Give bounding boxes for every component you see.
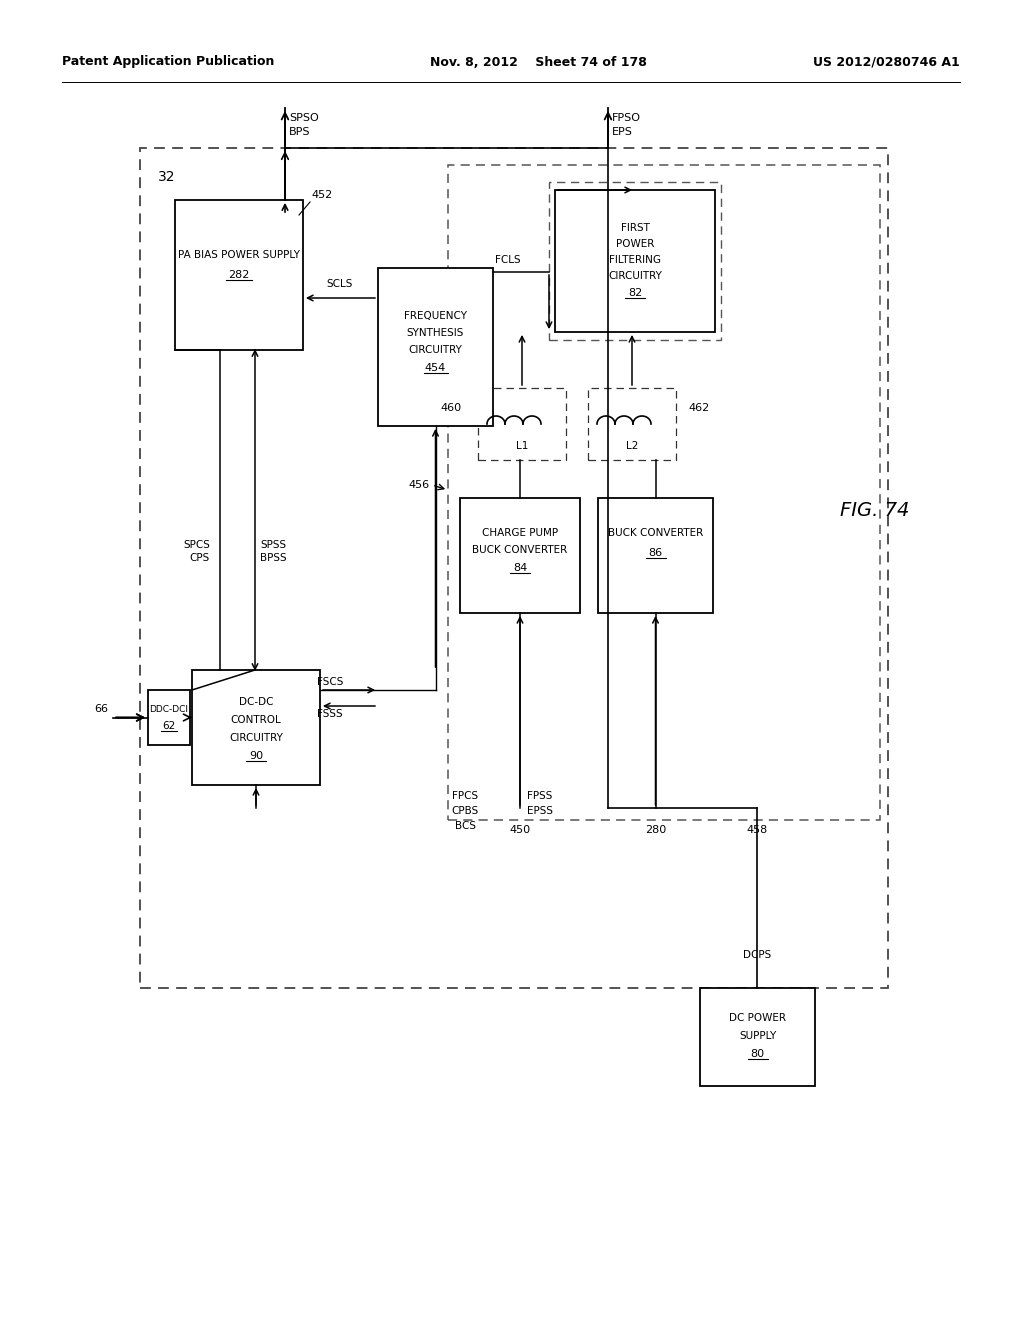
- Text: CONTROL: CONTROL: [230, 715, 282, 725]
- Text: 460: 460: [441, 403, 462, 413]
- Text: 32: 32: [158, 170, 175, 183]
- Text: 280: 280: [645, 825, 667, 836]
- Text: BPS: BPS: [289, 127, 310, 137]
- Bar: [460, 498, 580, 612]
- Text: SPCS: SPCS: [183, 540, 210, 550]
- Text: BUCK CONVERTER: BUCK CONVERTER: [472, 545, 567, 554]
- Text: FILTERING: FILTERING: [609, 255, 662, 265]
- Text: FPSS: FPSS: [527, 791, 553, 801]
- Bar: [140, 148, 888, 987]
- Text: CIRCUITRY: CIRCUITRY: [409, 345, 463, 355]
- Bar: [588, 388, 676, 459]
- Text: FPCS: FPCS: [452, 791, 478, 801]
- Text: SPSO: SPSO: [289, 114, 318, 123]
- Text: 82: 82: [628, 288, 642, 298]
- Bar: [555, 190, 715, 333]
- Text: CIRCUITRY: CIRCUITRY: [608, 271, 662, 281]
- Text: SUPPLY: SUPPLY: [739, 1031, 776, 1041]
- Text: FIRST: FIRST: [621, 223, 649, 234]
- Text: PA BIAS POWER SUPPLY: PA BIAS POWER SUPPLY: [178, 249, 300, 260]
- Bar: [449, 165, 880, 820]
- Text: FREQUENCY: FREQUENCY: [404, 312, 467, 321]
- Text: EPSS: EPSS: [527, 807, 553, 816]
- Text: 450: 450: [509, 825, 530, 836]
- Bar: [175, 201, 303, 350]
- Text: EPS: EPS: [612, 127, 633, 137]
- Bar: [598, 498, 713, 612]
- Text: 62: 62: [163, 721, 176, 731]
- Text: DCPS: DCPS: [742, 950, 771, 960]
- Text: CPBS: CPBS: [452, 807, 478, 816]
- Text: Nov. 8, 2012    Sheet 74 of 178: Nov. 8, 2012 Sheet 74 of 178: [430, 55, 647, 69]
- Bar: [549, 182, 721, 341]
- Text: FPSO: FPSO: [612, 114, 641, 123]
- Text: BPSS: BPSS: [260, 553, 287, 564]
- Text: SCLS: SCLS: [327, 279, 353, 289]
- Bar: [148, 690, 190, 744]
- Text: 66: 66: [94, 705, 108, 714]
- Text: SPSS: SPSS: [260, 540, 286, 550]
- Text: FSSS: FSSS: [317, 709, 343, 719]
- Text: POWER: POWER: [615, 239, 654, 249]
- Text: CPS: CPS: [189, 553, 210, 564]
- Text: 462: 462: [688, 403, 710, 413]
- Text: BUCK CONVERTER: BUCK CONVERTER: [608, 528, 703, 539]
- Text: 458: 458: [746, 825, 768, 836]
- Text: FSCS: FSCS: [316, 677, 343, 686]
- Text: L1: L1: [516, 441, 528, 451]
- Text: CHARGE PUMP: CHARGE PUMP: [482, 528, 558, 539]
- Text: CIRCUITRY: CIRCUITRY: [229, 733, 283, 743]
- Text: FCLS: FCLS: [496, 255, 521, 265]
- Bar: [700, 987, 815, 1086]
- Text: 282: 282: [228, 271, 250, 280]
- Text: DC-DC: DC-DC: [239, 697, 273, 708]
- Bar: [193, 671, 319, 785]
- Bar: [378, 268, 493, 426]
- Text: SYNTHESIS: SYNTHESIS: [407, 327, 464, 338]
- Text: 454: 454: [425, 363, 446, 374]
- Text: Patent Application Publication: Patent Application Publication: [62, 55, 274, 69]
- Text: FIG. 74: FIG. 74: [840, 500, 909, 520]
- Text: DC POWER: DC POWER: [729, 1012, 786, 1023]
- Text: L2: L2: [626, 441, 638, 451]
- Bar: [478, 388, 566, 459]
- Text: DDC-DCI: DDC-DCI: [150, 705, 188, 714]
- Text: BCS: BCS: [455, 821, 475, 832]
- Text: US 2012/0280746 A1: US 2012/0280746 A1: [813, 55, 961, 69]
- Text: 86: 86: [648, 548, 663, 558]
- Text: 84: 84: [513, 564, 527, 573]
- Text: 80: 80: [751, 1049, 765, 1059]
- Text: 90: 90: [249, 751, 263, 762]
- Text: 456: 456: [409, 480, 430, 490]
- Text: 452: 452: [311, 190, 332, 201]
